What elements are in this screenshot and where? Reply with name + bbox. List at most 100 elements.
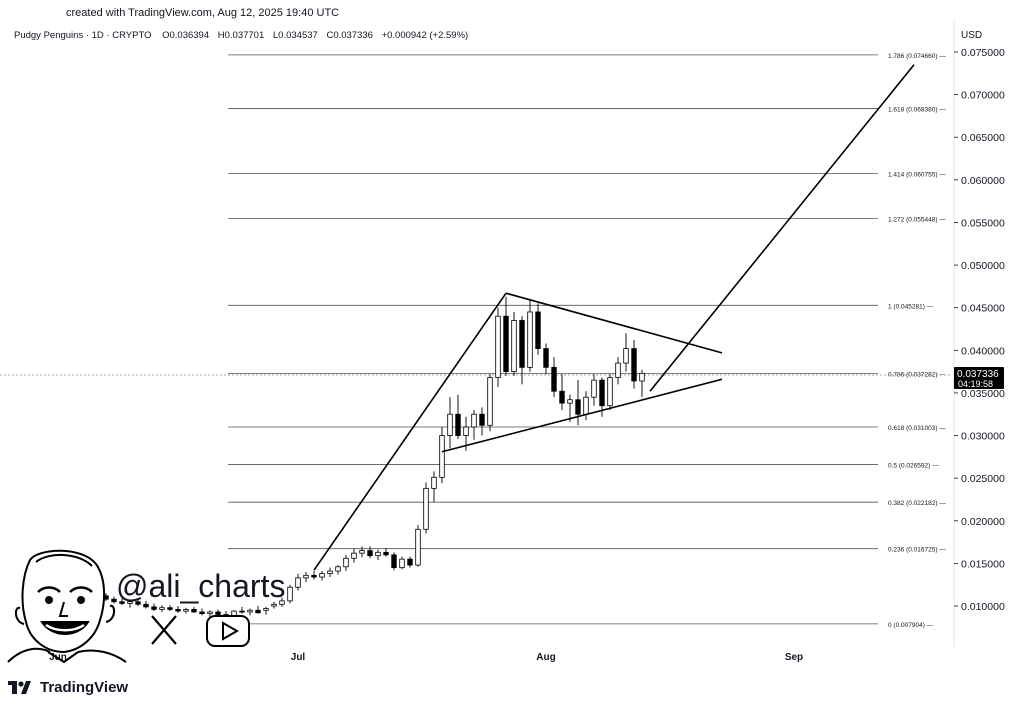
created-with-header: created with TradingView.com, Aug 12, 20… — [66, 7, 340, 19]
brand-name: TradingView — [40, 679, 129, 696]
candle-down — [215, 611, 221, 615]
symbol-name[interactable]: Pudgy Penguins · 1D · CRYPTO — [14, 30, 152, 41]
candle-up — [343, 557, 349, 568]
youtube-icon[interactable] — [206, 615, 250, 647]
candle-down — [575, 399, 581, 415]
candle-down — [151, 606, 157, 610]
candle-down — [535, 311, 541, 350]
social-handle: @ali_charts — [116, 568, 286, 604]
fib-level-label: 1.414 (0.060755) — — [888, 171, 946, 178]
ohlc-open: O0.036394 — [162, 30, 210, 41]
fib-level-label: 1 (0.045281) — — [888, 303, 934, 310]
symbol-info-line: Pudgy Penguins · 1D · CRYPTO O0.036394 H… — [14, 30, 468, 41]
ohlc-change: +0.000942 (+2.59%) — [381, 30, 469, 41]
candle-up — [591, 379, 597, 398]
candle-down — [559, 390, 565, 404]
candle-up — [247, 609, 253, 613]
candle-up — [583, 396, 589, 415]
fib-level-label: 0 (0.007904) — — [888, 622, 934, 629]
price-tick-label: 0.030000 — [961, 431, 1005, 443]
candle-down — [255, 609, 261, 614]
trendline-pennant-upper[interactable] — [505, 292, 723, 354]
fibonacci-levels: 1.786 (0.074660) — 1.618 (0.068380) — 1.41… — [228, 53, 946, 629]
candle-up — [431, 476, 437, 489]
price-tick-label: 0.045000 — [961, 303, 1005, 315]
ohlc-close: C0.037336 — [326, 30, 373, 41]
ohlc-low: L0.034537 — [272, 30, 318, 41]
candle-down — [543, 348, 549, 368]
price-tick-label: 0.040000 — [961, 345, 1005, 357]
time-tick-label: Jul — [291, 652, 306, 663]
trendline-projection[interactable] — [649, 64, 915, 392]
brand-logo-space — [8, 681, 34, 695]
price-axis[interactable]: 0.075000 0.070000 0.065000 0.060000 0.055000… — [954, 47, 1005, 613]
trendlines[interactable] — [313, 64, 915, 571]
candle-up — [375, 551, 381, 557]
candle-down — [407, 558, 413, 566]
candle-down — [175, 609, 181, 612]
brand: TradingView — [8, 679, 128, 696]
candle-down — [167, 607, 173, 610]
bar-countdown: 04:19:58 — [958, 379, 993, 389]
candle-up — [295, 577, 301, 588]
price-tick-label: 0.015000 — [961, 558, 1005, 570]
candle-up — [423, 487, 429, 530]
candle-down — [551, 366, 557, 392]
candle-down — [199, 611, 205, 615]
candle-down — [191, 609, 197, 613]
last-price-label: 0.037336 04:19:58 — [954, 367, 1004, 389]
candle-up — [447, 413, 453, 436]
price-tick-label: 0.075000 — [961, 47, 1005, 59]
candle-up — [335, 566, 341, 572]
candle-up — [351, 552, 357, 559]
candle-up — [327, 570, 333, 575]
last-price-value: 0.037336 — [957, 369, 999, 380]
fib-level-label: 1.272 (0.055448) — — [888, 217, 946, 224]
candles — [47, 296, 645, 620]
candle-up — [207, 611, 213, 615]
trendline-flagpole[interactable] — [313, 292, 507, 571]
candle-up — [471, 413, 477, 428]
candle-up — [607, 377, 613, 407]
candle-up — [287, 586, 293, 602]
price-tick-label: 0.065000 — [961, 132, 1005, 144]
candle-down — [455, 413, 461, 436]
candle-up — [639, 372, 645, 382]
x-logo-icon[interactable] — [151, 615, 177, 645]
candle-up — [415, 528, 421, 566]
candle-up — [495, 315, 501, 378]
candle-down — [135, 601, 141, 605]
candle-down — [391, 554, 397, 569]
candle-up — [279, 600, 285, 605]
avatar — [7, 549, 127, 664]
candle-down — [111, 598, 117, 603]
candle-up — [439, 435, 445, 478]
candle-up — [567, 399, 573, 404]
time-tick-label: Aug — [536, 652, 555, 663]
candle-up — [263, 608, 269, 611]
candle-up — [271, 603, 277, 607]
price-tick-label: 0.055000 — [961, 217, 1005, 229]
candle-down — [519, 320, 525, 368]
candle-down — [143, 603, 149, 608]
candle-up — [359, 550, 365, 554]
fib-level-label: 0.382 (0.022182) — — [888, 500, 946, 507]
price-tick-label: 0.060000 — [961, 175, 1005, 187]
candle-up — [127, 601, 133, 604]
price-tick-label: 0.010000 — [961, 601, 1005, 613]
fib-level-label: 0.5 (0.026592) — — [888, 463, 939, 470]
candle-up — [487, 377, 493, 426]
fib-level-label: 0.236 (0.016725) — — [888, 547, 946, 554]
trendline-pennant-lower[interactable] — [441, 378, 723, 453]
candle-up — [527, 311, 533, 368]
price-tick-label: 0.070000 — [961, 90, 1005, 102]
currency-label: USD — [961, 30, 982, 41]
candle-down — [383, 551, 389, 556]
time-axis[interactable]: Jun Jul Aug Sep — [49, 652, 803, 663]
candle-down — [367, 550, 373, 557]
price-tick-label: 0.050000 — [961, 260, 1005, 272]
candle-up — [463, 426, 469, 436]
candle-up — [399, 558, 405, 569]
candle-down — [599, 379, 605, 407]
